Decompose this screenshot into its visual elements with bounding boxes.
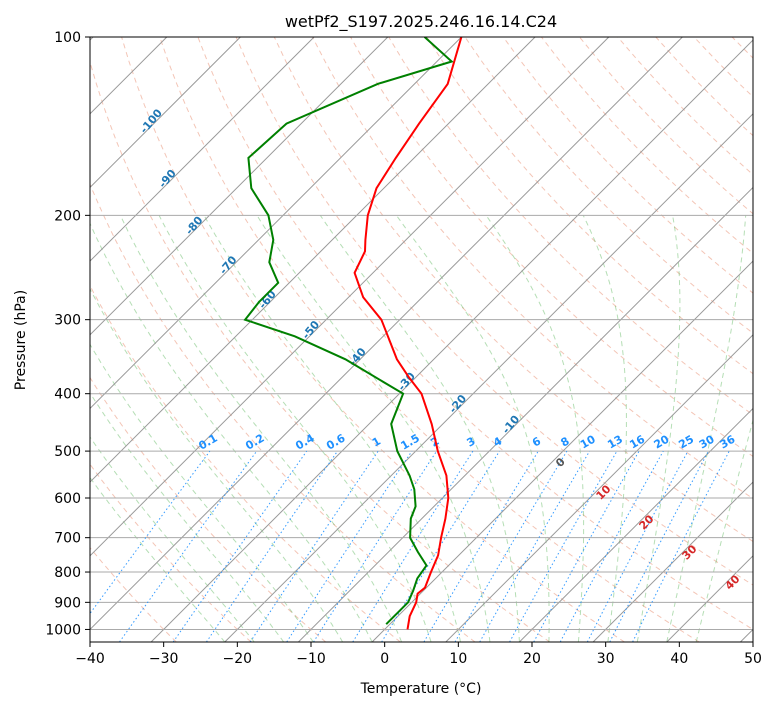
isotherm [90,37,389,336]
x-axis: −40 −30 −20 −10 0 10 20 30 40 50 [75,642,762,667]
moist-adiabat [90,287,344,642]
y-axis: 100 200 300 400 500 600 700 800 900 1000 [45,30,90,638]
dry-adiabat [90,546,177,642]
moist-adiabat [256,215,491,642]
isotherm [90,37,610,557]
moist-adiabat [395,215,550,642]
isotherm [90,37,683,631]
y-tick-label: 500 [54,444,81,460]
isotherm [519,407,753,642]
moist-adiabat [203,215,461,642]
y-tick-label: 400 [54,387,81,403]
isotherm [90,37,536,483]
mixing-ratio-line [381,450,500,642]
temperature-profile [353,37,463,630]
isotherm [90,37,315,262]
dry-adiabat [197,37,753,630]
mixing-ratio-line [90,450,211,615]
dry-adiabat [90,60,551,642]
dry-adiabat [235,37,753,586]
mixing-ratio-line [352,450,474,642]
dry-adiabat [121,37,625,642]
dewpoint-profile [243,37,454,625]
mixing-ratio-line [632,450,730,642]
x-axis-label: Temperature (°C) [360,681,482,697]
moist-adiabat [119,215,403,642]
x-tick-label: 40 [670,651,688,667]
mixing-ratio-line [509,450,618,642]
x-tick-label: −10 [296,651,326,667]
isotherm [150,39,753,642]
moist-adiabat [666,215,747,642]
y-tick-label: 200 [54,208,81,224]
y-tick-label: 700 [54,531,81,547]
chart-title: wetPf2_S197.2025.246.16.14.C24 [285,12,557,32]
isotherm [90,37,241,189]
reference-lines [90,37,753,642]
isotherm [298,186,753,642]
moist-adiabat [485,215,585,642]
moist-adiabat [90,343,314,642]
moist-adiabat [695,418,753,642]
x-tick-label: −40 [75,651,105,667]
mixing-ratio-line [533,450,640,642]
mixing-ratio-line [205,450,338,642]
mixing-ratio-line [286,450,413,642]
moist-adiabat [158,215,432,642]
sounding-profiles [243,37,463,630]
plot-frame [89,36,754,643]
mixing-ratio-line [313,450,438,642]
isotherm [592,481,753,642]
mixing-ratio-line [249,450,379,642]
moist-adiabat [90,392,285,642]
y-tick-label: 800 [54,565,81,581]
x-tick-label: 50 [744,651,762,667]
x-tick-label: −30 [149,651,179,667]
dry-adiabat [502,37,753,294]
moist-adiabat [636,215,681,642]
dry-adiabat [90,463,252,642]
y-axis-label: Pressure (hPa) [13,290,29,390]
moist-adiabat [90,476,226,642]
dry-adiabat [159,37,700,642]
y-tick-label: 300 [54,313,81,329]
isotherm [224,113,753,642]
x-tick-label: 10 [449,651,467,667]
x-tick-label: 30 [597,651,615,667]
dry-adiabat [90,182,476,642]
x-tick-label: −20 [223,651,253,667]
y-tick-label: 100 [54,30,81,46]
isotherm [445,334,753,642]
dry-adiabat [90,376,327,642]
moist-adiabat [319,215,520,642]
moist-adiabat [90,436,255,642]
dry-adiabat [388,37,753,416]
mixing-ratio-line [559,450,664,642]
y-tick-label: 600 [54,491,81,507]
mixing-ratio-line [172,450,308,642]
isotherm [371,260,753,642]
x-tick-label: 20 [523,651,541,667]
moist-adiabat [582,215,627,642]
x-tick-label: 0 [380,651,389,667]
y-tick-label: 900 [54,595,81,611]
y-tick-label: 1000 [45,622,81,638]
mixing-ratio-line [119,450,258,642]
isotherm [90,37,462,410]
